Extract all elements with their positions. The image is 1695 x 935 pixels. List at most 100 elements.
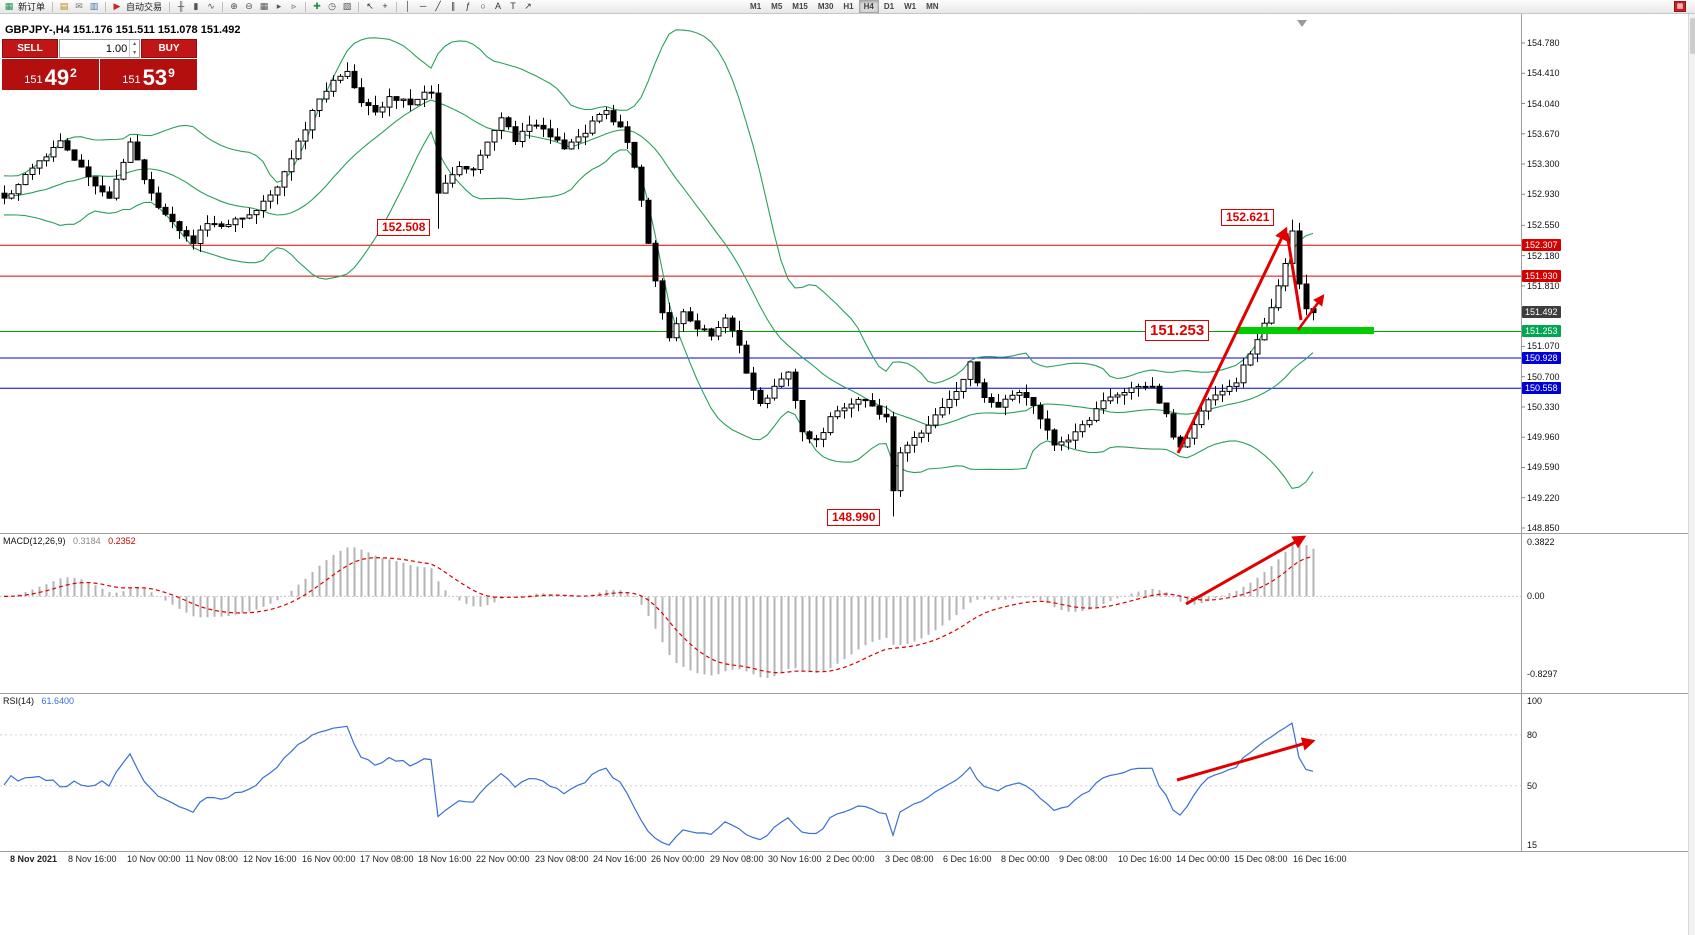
timeframe-button-mn[interactable]: MN xyxy=(921,0,943,13)
candle-body xyxy=(43,156,50,162)
vertical-line-icon[interactable]: │ xyxy=(405,1,411,11)
new-order-icon[interactable]: ▦ xyxy=(4,1,14,11)
sell-price-display[interactable]: 151 49 2 xyxy=(2,59,99,90)
candle-body xyxy=(841,407,848,412)
buy-button[interactable]: BUY xyxy=(141,39,197,58)
candle-body xyxy=(834,410,841,418)
templates-icon[interactable]: ▧ xyxy=(342,1,352,11)
candle-body xyxy=(932,414,939,426)
timeframe-button-d1[interactable]: D1 xyxy=(879,0,899,13)
timeframe-button-m30[interactable]: M30 xyxy=(813,0,839,13)
candle-body xyxy=(813,438,820,441)
candle-body xyxy=(939,407,946,416)
candle-body xyxy=(442,182,449,194)
trend-arrow[interactable] xyxy=(1176,226,1288,454)
volume-input[interactable] xyxy=(60,40,130,57)
add-indicator-icon[interactable]: ✚ xyxy=(313,1,321,11)
sell-price-big: 49 xyxy=(44,65,70,90)
chart-title-ohlc: GBPJPY-,H4 151.176 151.511 151.078 151.4… xyxy=(5,24,241,36)
trendline-icon[interactable]: ╱ xyxy=(435,1,441,11)
trend-arrow[interactable] xyxy=(1185,535,1307,606)
candle-body xyxy=(106,191,113,199)
candle-body xyxy=(288,158,295,173)
toolbar-right-group: ▦ xyxy=(1674,1,1686,12)
mail-icon[interactable]: ✉ xyxy=(75,1,83,11)
candle-body xyxy=(988,397,995,403)
candle-body xyxy=(883,413,890,418)
candle-body xyxy=(820,432,827,440)
market-watch-icon[interactable]: ▤ xyxy=(59,1,69,11)
shapes-icon[interactable]: ○ xyxy=(480,1,486,11)
candle-body xyxy=(960,378,967,392)
candle-body xyxy=(1254,339,1261,355)
candle-body xyxy=(162,206,169,215)
volume-decrease-button[interactable]: ▼ xyxy=(132,49,138,56)
candle-body xyxy=(386,96,393,108)
scrollbar-handle[interactable] xyxy=(1690,18,1695,54)
zoom-in-icon[interactable]: ⊕ xyxy=(230,1,238,11)
trend-arrow[interactable] xyxy=(1285,232,1303,321)
macd-name: MACD(12,26,9) xyxy=(3,536,66,546)
autotrade-icon[interactable]: ▶ xyxy=(113,1,121,11)
candle-body xyxy=(519,130,526,143)
trend-arrow[interactable] xyxy=(1296,294,1325,331)
timeframe-button-h1[interactable]: H1 xyxy=(838,0,858,13)
volume-increase-button[interactable]: ▲ xyxy=(132,41,138,48)
vertical-scrollbar[interactable] xyxy=(1688,14,1695,935)
candle-body xyxy=(1065,439,1072,443)
timeframe-button-w1[interactable]: W1 xyxy=(899,0,921,13)
candle-body xyxy=(631,141,638,168)
candle-body xyxy=(512,126,519,142)
candle-body xyxy=(1037,405,1044,420)
timeframe-button-m15[interactable]: M15 xyxy=(787,0,813,13)
candle-body xyxy=(568,141,575,150)
tile-windows-icon[interactable]: ▦ xyxy=(259,1,269,11)
candlestick-chart-icon[interactable]: ▮ xyxy=(193,1,199,11)
auto-scroll-icon[interactable]: ▸ xyxy=(276,1,282,11)
timeframe-button-h4[interactable]: H4 xyxy=(858,0,879,13)
rsi-name: RSI(14) xyxy=(3,696,35,706)
candle-body xyxy=(190,235,197,244)
highlighted-level-segment[interactable] xyxy=(1237,327,1374,334)
buy-price-display[interactable]: 151 53 9 xyxy=(100,59,197,90)
candle-body xyxy=(1128,387,1135,393)
candle-body xyxy=(274,186,281,196)
toolbar-separator xyxy=(169,1,171,12)
toolbar-separator xyxy=(105,1,107,12)
arrows-icon[interactable]: ↗ xyxy=(524,1,532,11)
candle-body xyxy=(862,398,869,402)
chart-shift-icon[interactable]: ▹ xyxy=(291,1,297,11)
candle-body xyxy=(638,166,645,201)
candle-body xyxy=(582,132,589,138)
periods-icon[interactable]: ◷ xyxy=(328,1,336,11)
cursor-icon[interactable]: ↖ xyxy=(366,1,374,11)
navigator-icon[interactable]: ▥ xyxy=(89,1,99,11)
sell-button[interactable]: SELL xyxy=(2,39,58,58)
candle-body xyxy=(22,174,29,186)
channel-icon[interactable]: ∥ xyxy=(450,1,456,11)
trend-arrow[interactable] xyxy=(1176,737,1316,782)
bar-chart-icon[interactable]: ╫ xyxy=(177,1,185,11)
macd-signal-line xyxy=(3,555,1314,674)
timeframe-button-m1[interactable]: M1 xyxy=(745,0,766,13)
fibonacci-icon[interactable]: ƒ xyxy=(465,1,471,11)
candle-body xyxy=(708,328,715,337)
horizontal-line-icon[interactable]: ─ xyxy=(419,1,427,11)
text-label-icon[interactable]: T xyxy=(510,1,516,11)
text-icon[interactable]: A xyxy=(495,1,502,11)
candle-body xyxy=(1233,382,1240,387)
line-chart-icon[interactable]: ∿ xyxy=(207,1,215,11)
candle-body xyxy=(1121,392,1128,396)
candle-body xyxy=(1191,424,1198,439)
window-corner-icon[interactable]: ▦ xyxy=(1674,1,1686,12)
zoom-out-icon[interactable]: ⊖ xyxy=(245,1,253,11)
candle-body xyxy=(169,213,176,223)
crosshair-icon[interactable]: + xyxy=(382,1,388,11)
candle-body xyxy=(967,361,974,380)
candle-body xyxy=(1303,283,1310,310)
candle-body xyxy=(379,106,386,113)
timeframe-button-m5[interactable]: M5 xyxy=(766,0,787,13)
toolbar-separator xyxy=(222,1,224,12)
toolbar-separator xyxy=(305,1,307,12)
